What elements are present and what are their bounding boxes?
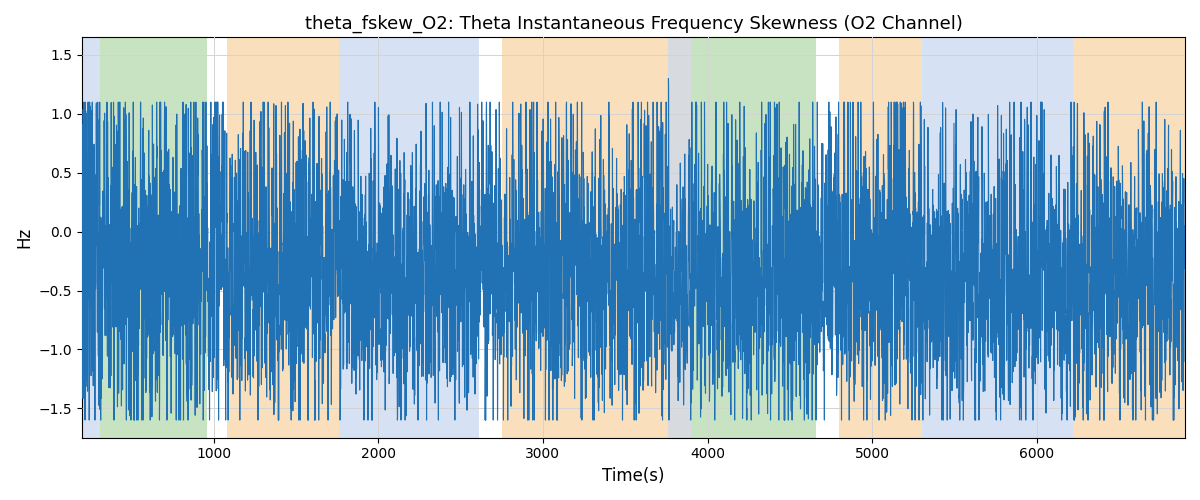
Bar xyxy=(668,38,691,438)
Bar xyxy=(922,38,956,438)
Y-axis label: Hz: Hz xyxy=(14,227,32,248)
Bar xyxy=(1073,38,1186,438)
Bar xyxy=(502,38,668,438)
Title: theta_fskew_O2: Theta Instantaneous Frequency Skewness (O2 Channel): theta_fskew_O2: Theta Instantaneous Freq… xyxy=(305,15,962,34)
Bar xyxy=(100,38,208,438)
Bar xyxy=(227,38,338,438)
X-axis label: Time(s): Time(s) xyxy=(602,467,665,485)
Bar xyxy=(839,38,922,438)
Bar xyxy=(82,38,100,438)
Bar xyxy=(956,38,1073,438)
Bar xyxy=(338,38,479,438)
Bar xyxy=(691,38,816,438)
